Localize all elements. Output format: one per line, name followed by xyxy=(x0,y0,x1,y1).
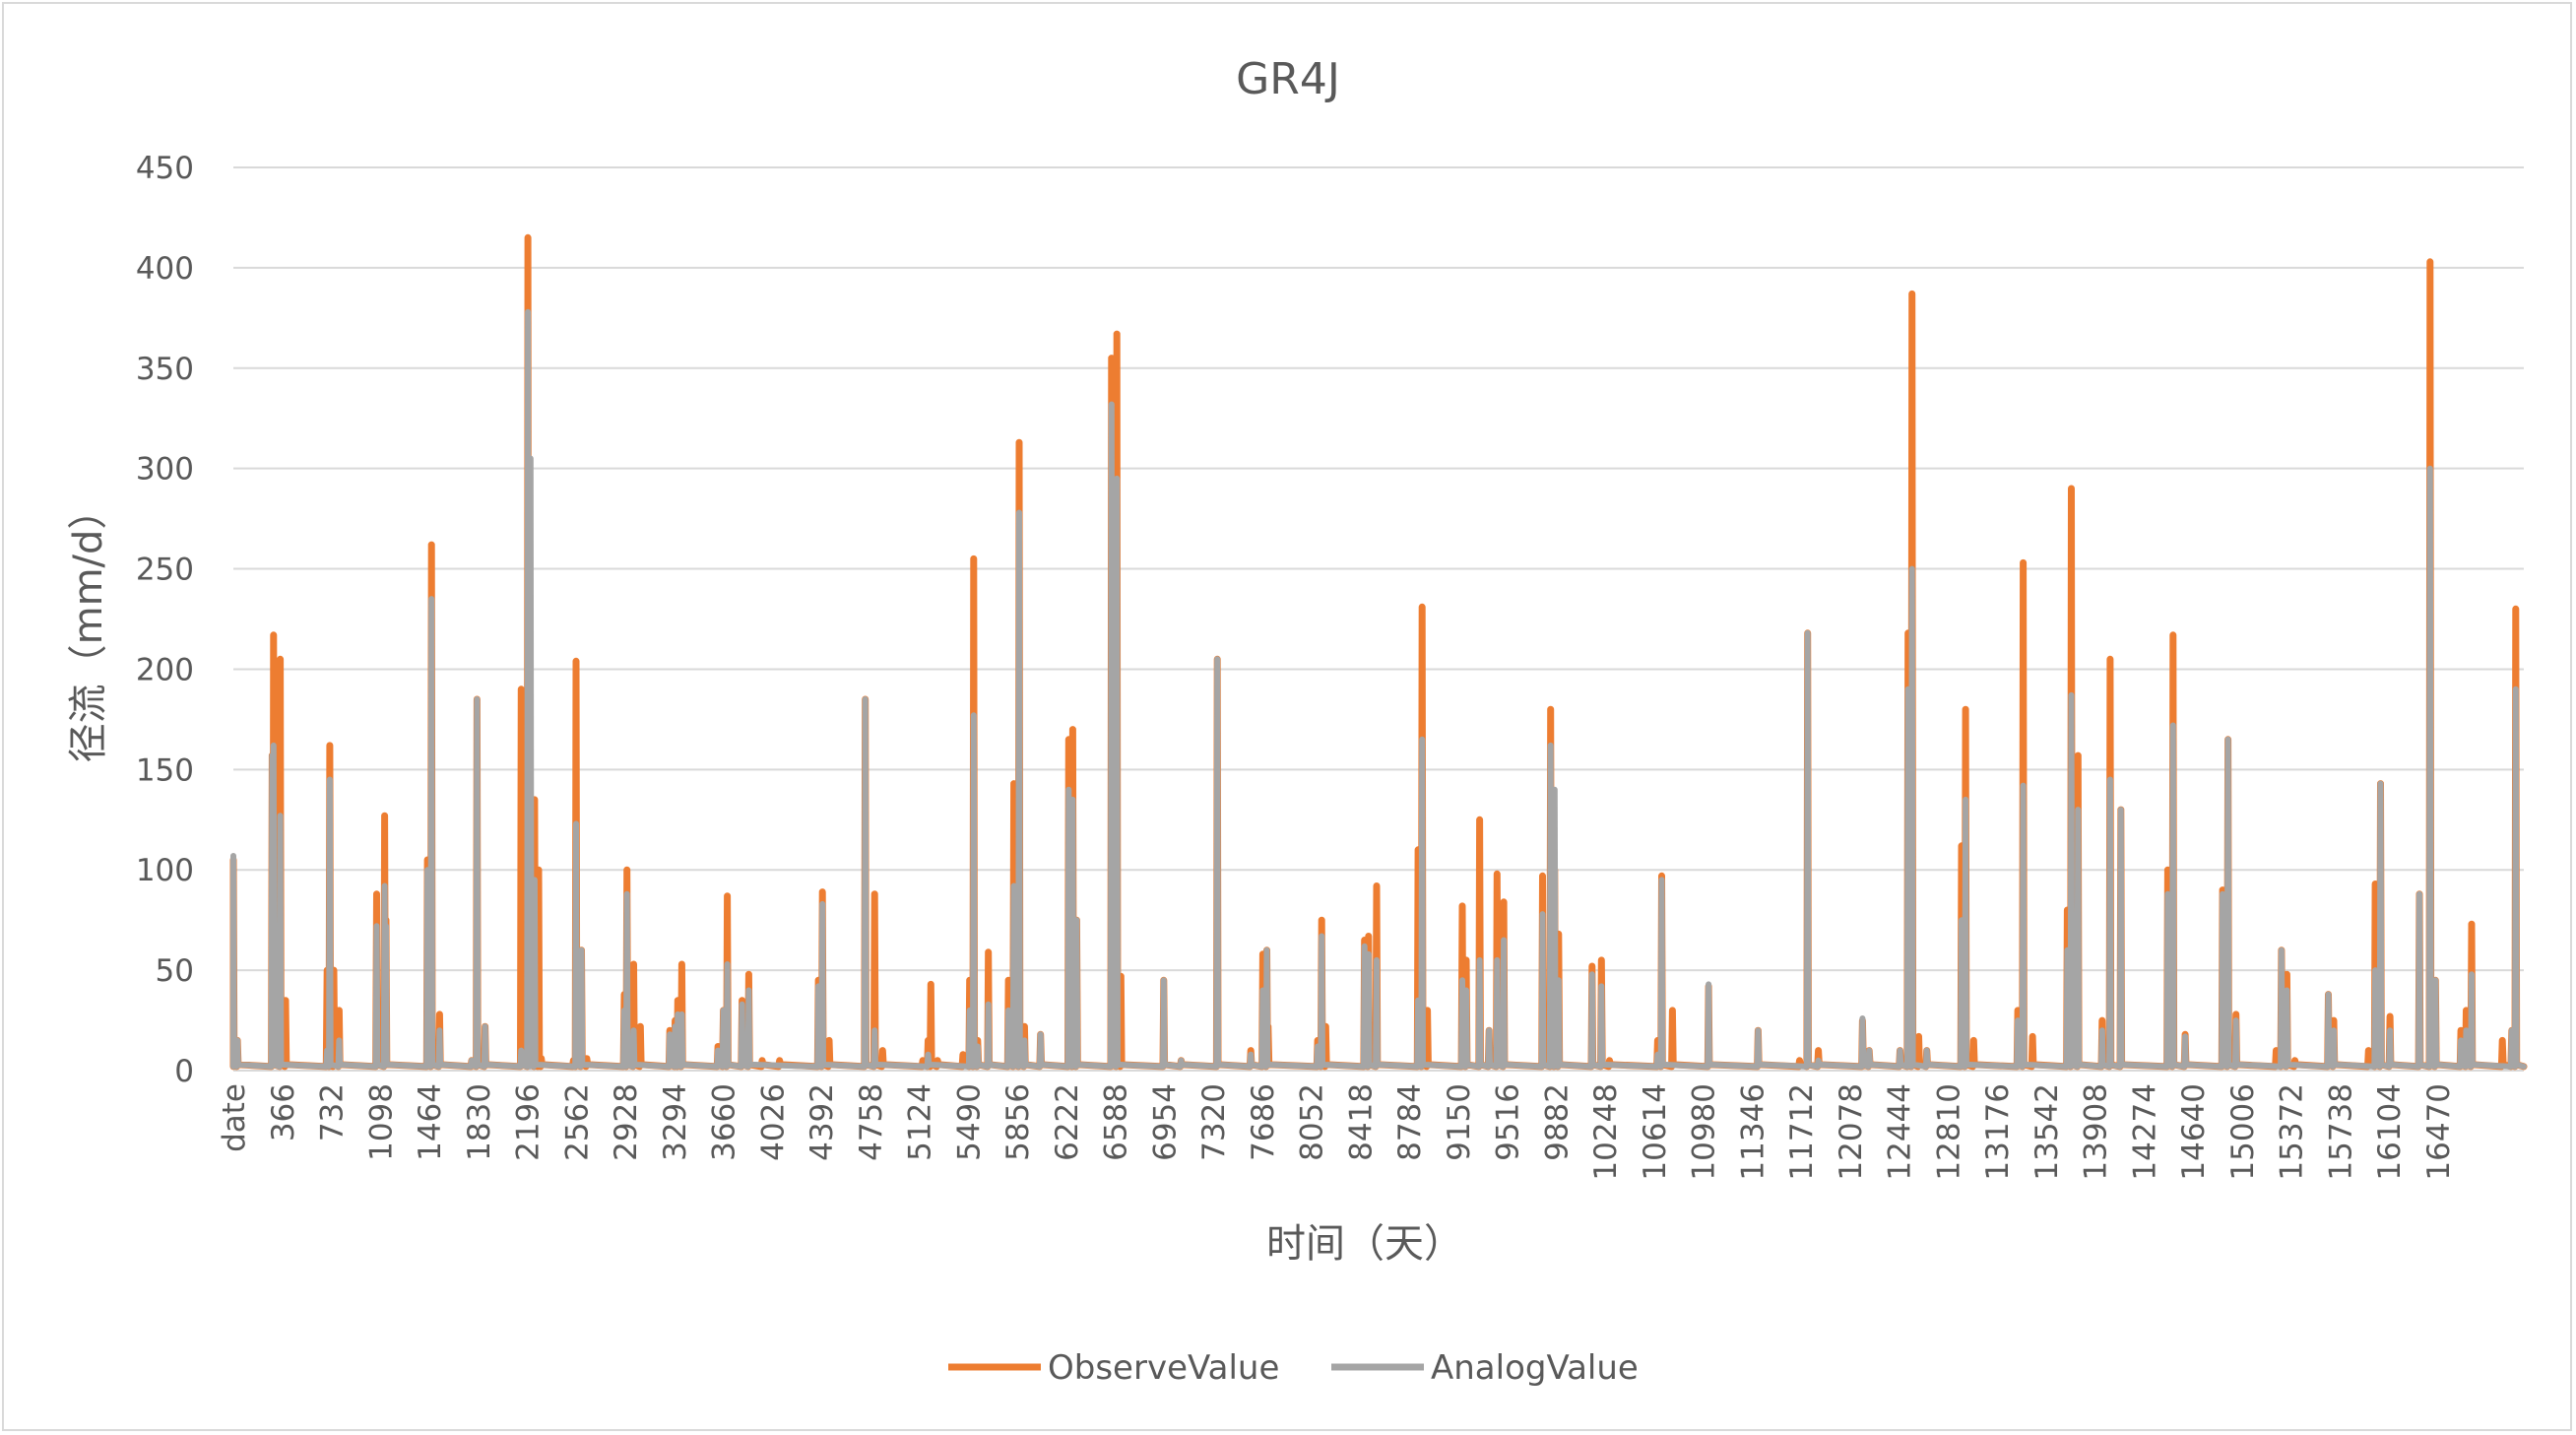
x-tick-label: 2928 xyxy=(609,1083,644,1161)
x-tick-label: 6588 xyxy=(1099,1083,1134,1161)
x-tick-label: 3294 xyxy=(658,1083,693,1161)
x-tick-label: 732 xyxy=(315,1083,351,1141)
y-tick-label: 200 xyxy=(136,652,194,687)
x-tick-label: 13542 xyxy=(2029,1083,2065,1181)
x-tick-label: 9516 xyxy=(1491,1083,1526,1161)
y-tick-label: 150 xyxy=(136,752,194,788)
y-tick-label: 400 xyxy=(136,251,194,287)
y-tick-label: 300 xyxy=(136,452,194,488)
x-tick-label: 9882 xyxy=(1539,1083,1575,1161)
x-tick-label: 13176 xyxy=(1980,1083,2016,1181)
x-tick-label: 12810 xyxy=(1931,1083,1966,1181)
x-tick-label: 3660 xyxy=(707,1083,742,1161)
x-tick-label: 15372 xyxy=(2275,1083,2310,1181)
gridlines xyxy=(233,166,2524,1072)
x-tick-label: 7320 xyxy=(1196,1083,1232,1161)
x-tick-label: 4392 xyxy=(805,1083,840,1161)
x-tick-label: 15738 xyxy=(2323,1083,2358,1181)
y-axis-ticks: 0 50 100 150 200 250 300 350 400 450 xyxy=(136,151,194,1089)
x-tick-label: 2196 xyxy=(511,1083,547,1161)
x-tick-label: 16470 xyxy=(2421,1083,2457,1181)
x-tick-label: 4758 xyxy=(854,1083,889,1161)
x-tick-label: 4026 xyxy=(755,1083,791,1161)
x-tick-label: 5490 xyxy=(951,1083,987,1161)
x-tick-label: 5124 xyxy=(903,1083,938,1161)
x-tick-label: 10614 xyxy=(1638,1083,1673,1181)
x-tick-label: 5856 xyxy=(1000,1083,1036,1161)
x-tick-label: 6222 xyxy=(1050,1083,1085,1161)
y-tick-label: 50 xyxy=(156,953,194,989)
x-tick-label: 10248 xyxy=(1588,1083,1624,1181)
x-tick-label: 6954 xyxy=(1147,1083,1183,1161)
x-tick-label: 15006 xyxy=(2225,1083,2261,1181)
x-tick-label: 12078 xyxy=(1834,1083,1869,1181)
x-tick-label: 10980 xyxy=(1687,1083,1722,1181)
x-tick-label: 12444 xyxy=(1883,1083,1918,1181)
x-tick-label: 8784 xyxy=(1392,1083,1428,1161)
y-tick-label: 0 xyxy=(174,1054,194,1089)
y-tick-label: 250 xyxy=(136,553,194,588)
x-tick-label: 7686 xyxy=(1246,1083,1281,1161)
x-tick-label: 1098 xyxy=(363,1083,399,1161)
y-tick-label: 100 xyxy=(136,853,194,888)
y-tick-label: 450 xyxy=(136,151,194,186)
x-axis-ticks: date 366 732 1098 1464 1830 2196 2562 2928 3294 36… xyxy=(217,1083,2457,1181)
x-tick-label: 1830 xyxy=(462,1083,497,1161)
y-tick-label: 350 xyxy=(136,352,194,387)
legend-label-observe: ObserveValue xyxy=(1048,1348,1279,1388)
series-line-analog xyxy=(230,308,2527,1070)
chart-title: GR4J xyxy=(1236,54,1340,104)
x-tick-label: 13908 xyxy=(2079,1083,2114,1181)
x-tick-label: 16104 xyxy=(2372,1083,2408,1181)
x-axis-title: 时间（天） xyxy=(1266,1221,1463,1267)
x-tick-label: 14274 xyxy=(2127,1083,2162,1181)
legend-label-analog: AnalogValue xyxy=(1431,1348,1639,1388)
x-tick-label: 9150 xyxy=(1442,1083,1477,1161)
x-tick-label: 14640 xyxy=(2176,1083,2212,1181)
x-tick-label: 8052 xyxy=(1295,1083,1330,1161)
y-axis-title: 径流（mm/d） xyxy=(66,490,111,763)
x-tick-label: date xyxy=(217,1083,252,1152)
x-tick-label: 8418 xyxy=(1343,1083,1379,1161)
x-tick-label: 2562 xyxy=(559,1083,595,1161)
x-tick-label: 11346 xyxy=(1735,1083,1771,1181)
x-tick-label: 1464 xyxy=(413,1083,448,1161)
x-tick-label: 11712 xyxy=(1784,1083,1820,1181)
x-tick-label: 366 xyxy=(266,1083,301,1141)
series-layer xyxy=(229,233,2528,1071)
legend: ObserveValue AnalogValue xyxy=(948,1348,1639,1388)
